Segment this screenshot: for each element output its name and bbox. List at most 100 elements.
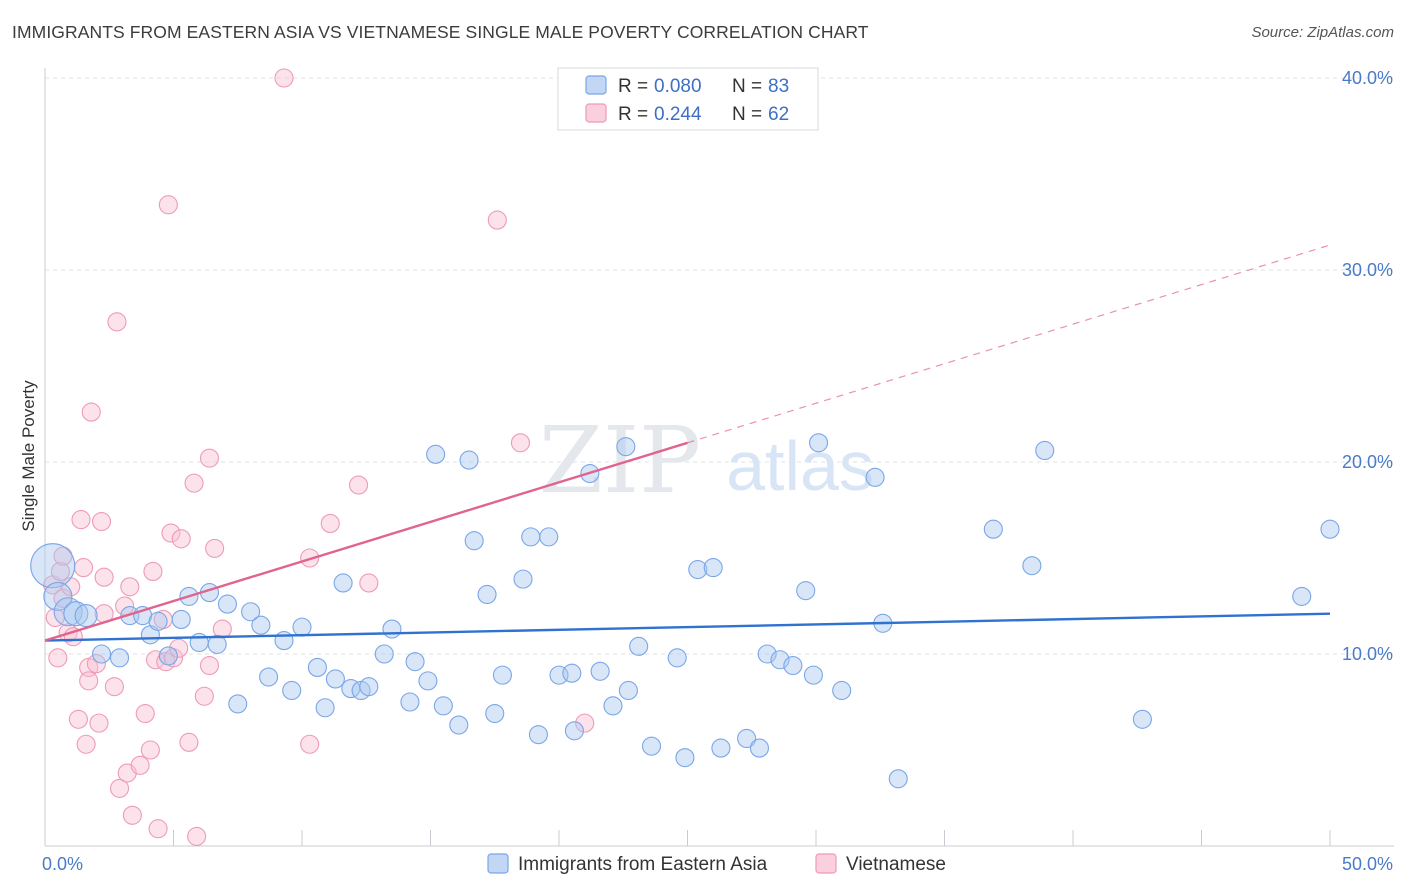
eastern-asia-point-1 [30,543,76,589]
eastern-asia-point-46 [513,569,533,589]
eastern-asia-point-57 [618,680,638,701]
vietnamese-point-43 [184,473,204,493]
vietnamese-point-3 [48,648,68,668]
eastern-asia-point-61 [675,748,695,768]
legend-r-value-2: 0.244 [654,104,702,125]
eastern-asia-point-54 [590,661,610,681]
vietnamese-point-10 [68,709,88,729]
eastern-asia-point-28 [325,669,345,689]
vietnamese-point-29 [130,755,150,775]
vietnamese-point-18 [89,713,109,733]
axes [44,68,1394,847]
watermark: ZIP atlas [539,407,874,514]
legend-n-label-2: N = [732,104,762,125]
vietnamese-point-24 [109,778,130,798]
eastern-asia-point-80 [1132,709,1152,729]
vietnamese-point-16 [81,402,101,422]
vietnamese-trend-extension [687,244,1331,444]
eastern-asia-point-11 [148,611,168,631]
vietnamese-point-48 [205,538,225,558]
eastern-asia-point-60 [667,648,687,668]
eastern-asia-point-62 [688,559,708,580]
vietnamese-point-13 [76,734,96,754]
eastern-asia-point-58 [629,636,649,656]
vietnamese-point-4 [50,561,70,581]
bottom-legend-swatch-pink [815,853,837,874]
legend-r-value-1: 0.080 [654,76,702,97]
eastern-asia-point-29 [333,573,353,593]
bottom-legend-label-blue: Immigrants from Eastern Asia [518,854,768,875]
vietnamese-point-32 [143,561,163,581]
eastern-asia-point-69 [783,655,803,676]
eastern-asia-point-21 [251,615,271,635]
eastern-asia-point-48 [528,725,548,745]
y-axis-label: Single Male Poverty [19,380,38,532]
eastern-asia-point-13 [171,609,191,629]
legend-n-value-2: 62 [768,104,789,125]
eastern-asia-point-5 [74,604,98,628]
vietnamese-point-41 [171,529,191,549]
vietnamese-point-19 [91,511,112,532]
eastern-asia-point-67 [757,644,777,664]
eastern-asia-point-45 [492,665,513,685]
eastern-asia-point-40 [449,715,469,735]
legend-box: R = 0.080 N = 83 R = 0.244 N = 62 [557,67,819,131]
eastern-asia-point-81 [1292,586,1312,606]
vietnamese-point-54 [348,475,369,495]
eastern-asia-point-74 [865,467,885,487]
bottom-legend-label-pink: Vietnamese [846,854,946,875]
eastern-asia-point-52 [564,721,584,741]
eastern-asia-point-77 [983,519,1003,539]
y-tick-label-1: 10.0% [1342,644,1393,664]
vietnamese-point-37 [158,195,178,215]
eastern-asia-point-68 [770,650,790,670]
eastern-asia-point-55 [603,696,623,716]
vietnamese-point-34 [148,819,168,839]
vietnamese-point-42 [179,732,199,752]
watermark-zip: ZIP [539,407,701,514]
eastern-asia-point-4 [63,601,89,627]
vietnamese-point-57 [510,433,531,453]
vietnamese-point-31 [140,740,160,760]
legend-r-label-1: R = [618,76,648,97]
vietnamese-point-45 [194,686,214,706]
vietnamese-point-12 [74,558,94,578]
vietnamese-point-38 [161,523,181,543]
eastern-asia-point-26 [307,657,327,677]
eastern-asia-point-18 [217,594,238,614]
y-tick-label-3: 30.0% [1342,260,1393,280]
eastern-asia-point-17 [207,634,227,654]
eastern-asia-point-56 [616,437,636,457]
y-tick-label-2: 20.0% [1342,452,1393,472]
eastern-asia-point-34 [382,619,402,639]
eastern-asia-point-44 [485,703,505,724]
legend-r-label-2: R = [618,104,648,125]
vietnamese-point-30 [135,703,155,724]
eastern-asia-point-72 [809,433,829,453]
vietnamese-points [43,68,595,846]
legend-n-value-1: 83 [768,76,789,97]
y-tick-label-4: 40.0% [1342,68,1393,88]
eastern-asia-point-42 [464,531,484,551]
vietnamese-point-50 [274,68,294,88]
eastern-asia-point-35 [400,692,420,712]
eastern-asia-point-70 [796,581,816,601]
eastern-asia-trend-line [44,612,1331,642]
eastern-asia-point-20 [241,602,261,622]
vietnamese-point-46 [199,448,220,468]
eastern-asia-point-27 [315,698,335,718]
eastern-asia-point-66 [749,738,770,758]
chart-source: Source: ZipAtlas.com [1251,24,1394,41]
vietnamese-point-56 [487,210,507,230]
vietnamese-point-11 [71,510,91,530]
eastern-asia-point-6 [91,644,112,664]
eastern-asia-point-32 [359,677,379,697]
eastern-asia-point-71 [803,665,823,685]
eastern-asia-point-65 [737,728,757,749]
x-tick-label-right: 50.0% [1342,854,1393,874]
vietnamese-point-40 [169,638,189,658]
eastern-asia-point-79 [1035,440,1055,461]
eastern-asia-point-59 [641,736,662,756]
bottom-legend-swatch-blue [487,853,509,874]
